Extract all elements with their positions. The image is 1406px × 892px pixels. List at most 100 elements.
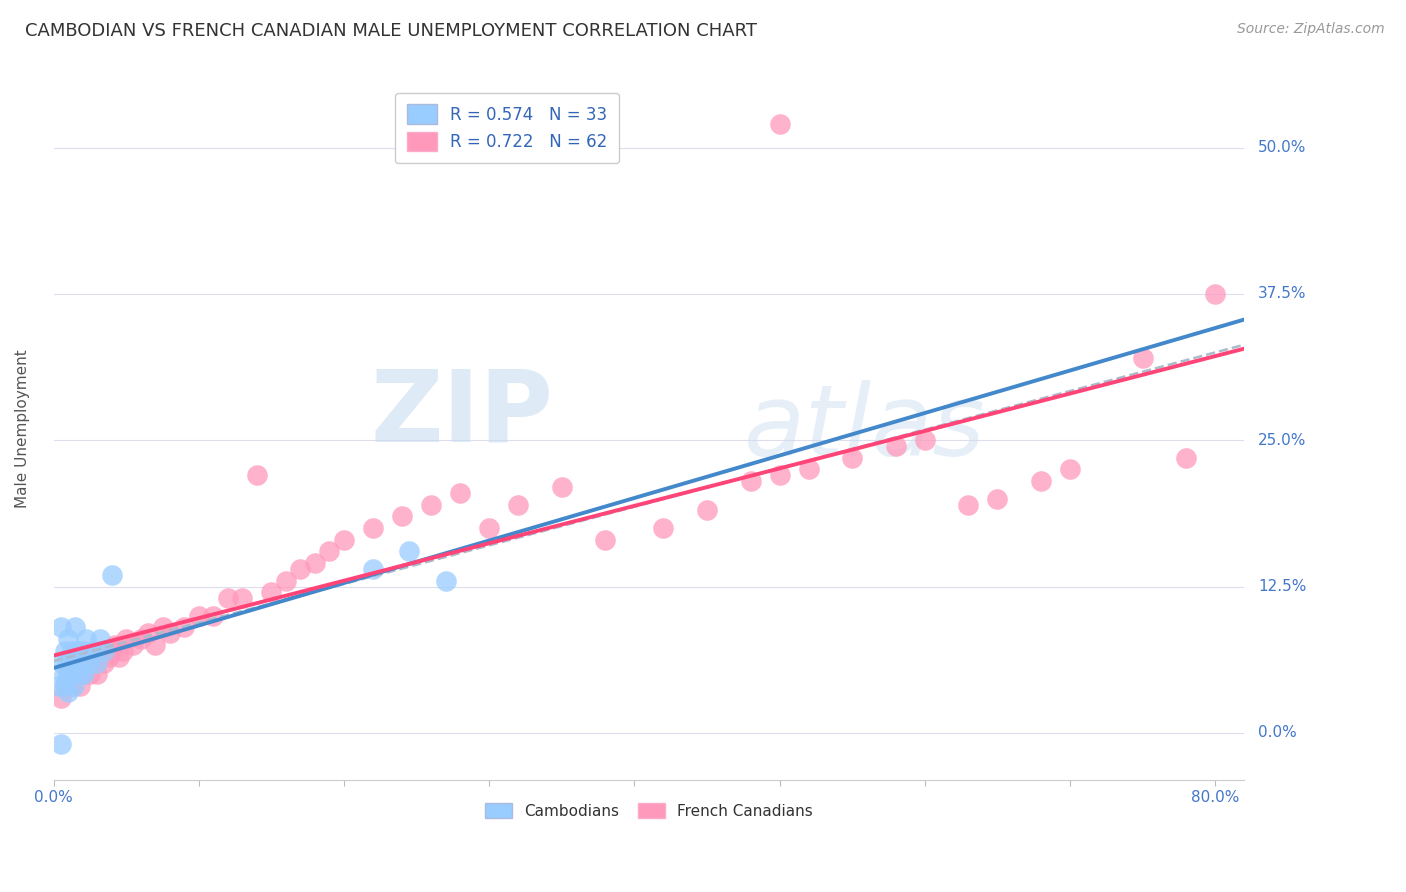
Point (1204, 287, 1226, 301)
Point (231, 591, 253, 606)
Point (49, 690, 72, 705)
Point (1059, 462, 1081, 476)
Point (79, 656, 101, 670)
Point (58, 656, 80, 670)
Point (69, 679, 91, 693)
Point (75, 656, 97, 670)
Point (51, 656, 73, 670)
Point (49, 620, 72, 634)
Point (143, 638, 166, 652)
Y-axis label: Male Unemployment: Male Unemployment (15, 349, 30, 508)
Point (63, 679, 86, 693)
Text: CAMBODIAN VS FRENCH CANADIAN MALE UNEMPLOYMENT CORRELATION CHART: CAMBODIAN VS FRENCH CANADIAN MALE UNEMPL… (25, 22, 758, 40)
Text: 25.0%: 25.0% (1258, 433, 1306, 448)
Point (53, 679, 76, 693)
Point (551, 480, 574, 494)
Point (136, 626, 159, 640)
Point (52, 667, 75, 681)
Point (318, 544, 340, 558)
Text: Source: ZipAtlas.com: Source: ZipAtlas.com (1237, 22, 1385, 37)
Point (173, 620, 195, 634)
Point (768, 468, 790, 483)
Point (1175, 450, 1198, 465)
Point (65, 656, 87, 670)
Point (72, 667, 94, 681)
Point (304, 556, 326, 570)
Text: ZIP: ZIP (371, 366, 554, 463)
Point (104, 638, 127, 652)
Point (159, 626, 181, 640)
Text: 37.5%: 37.5% (1258, 286, 1306, 301)
Legend: Cambodians, French Canadians: Cambodians, French Canadians (478, 797, 820, 824)
Point (152, 620, 174, 634)
Point (696, 503, 718, 517)
Point (53, 679, 76, 693)
Point (86, 667, 108, 681)
Point (129, 632, 152, 647)
Point (82, 649, 104, 664)
Point (957, 498, 980, 512)
Point (93, 656, 115, 670)
Point (202, 608, 225, 623)
Point (56, 667, 79, 681)
Point (93, 644, 115, 658)
Point (115, 632, 138, 647)
Point (914, 434, 936, 448)
Point (122, 638, 145, 652)
Point (333, 533, 356, 547)
Point (986, 491, 1008, 506)
Point (797, 462, 820, 476)
Point (60, 667, 83, 681)
Point (884, 439, 907, 453)
Point (65, 667, 87, 681)
Point (69, 667, 91, 681)
Point (217, 591, 239, 606)
Point (420, 498, 443, 512)
Point (66, 661, 89, 675)
Point (361, 562, 384, 576)
Point (56, 632, 79, 647)
Point (768, 117, 790, 131)
Point (1029, 474, 1052, 488)
Point (75, 632, 97, 647)
Point (89, 644, 111, 658)
Point (46, 679, 69, 693)
Point (398, 544, 420, 558)
Point (49, 738, 72, 752)
Point (100, 567, 122, 582)
Point (56, 667, 79, 681)
Point (361, 521, 384, 535)
Point (260, 585, 283, 599)
Point (246, 468, 269, 483)
Point (67, 644, 90, 658)
Point (652, 521, 675, 535)
Point (478, 521, 501, 535)
Point (841, 450, 863, 465)
Point (79, 667, 101, 681)
Point (73, 667, 96, 681)
Point (55, 656, 77, 670)
Point (508, 498, 530, 512)
Point (89, 632, 111, 647)
Point (449, 486, 471, 500)
Text: 50.0%: 50.0% (1258, 140, 1306, 155)
Point (97, 649, 120, 664)
Point (60, 679, 83, 693)
Point (1132, 351, 1154, 366)
Point (56, 685, 79, 699)
Point (290, 562, 312, 576)
Text: 0.0%: 0.0% (1258, 725, 1296, 740)
Point (434, 574, 457, 588)
Point (274, 574, 297, 588)
Text: 12.5%: 12.5% (1258, 579, 1306, 594)
Point (62, 644, 84, 658)
Point (108, 649, 131, 664)
Point (595, 533, 617, 547)
Point (187, 608, 209, 623)
Point (391, 509, 413, 524)
Point (112, 644, 135, 658)
Point (82, 644, 104, 658)
Point (65, 620, 87, 634)
Point (740, 474, 762, 488)
Point (100, 644, 122, 658)
